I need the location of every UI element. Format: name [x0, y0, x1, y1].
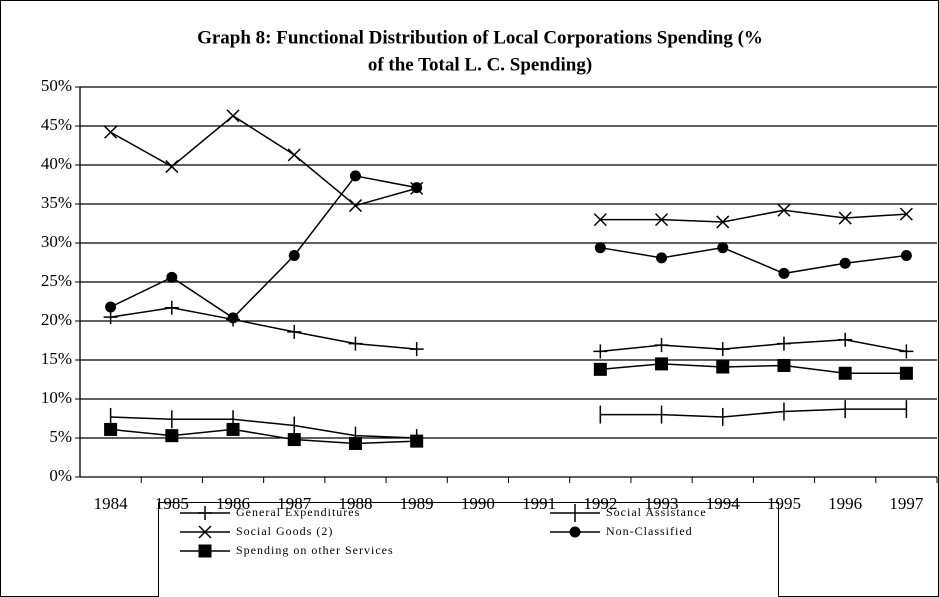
marker — [778, 267, 790, 279]
marker — [348, 199, 362, 213]
marker — [656, 252, 668, 264]
marker — [198, 544, 212, 558]
y-tick-label: 50% — [41, 76, 72, 95]
marker — [594, 242, 606, 254]
marker — [655, 357, 669, 371]
x-tick-label: 1989 — [400, 494, 434, 513]
marker — [777, 358, 791, 372]
marker — [838, 211, 852, 225]
y-tick-label: 35% — [41, 193, 72, 212]
y-tick-label: 5% — [49, 427, 72, 446]
x-tick-label: 1995 — [767, 494, 801, 513]
y-tick-label: 0% — [49, 466, 72, 485]
marker — [410, 434, 424, 448]
x-tick-label: 1988 — [338, 494, 372, 513]
legend — [158, 502, 779, 597]
y-tick-label: 10% — [41, 388, 72, 407]
marker — [287, 324, 302, 339]
marker — [348, 436, 362, 450]
x-tick-label: 1986 — [216, 494, 250, 513]
x-tick-label: 1990 — [461, 494, 495, 513]
chart-title: Graph 8: Functional Distribution of Loca… — [197, 27, 763, 48]
marker — [838, 366, 852, 380]
marker — [838, 332, 853, 347]
marker — [899, 366, 913, 380]
marker — [288, 249, 300, 261]
marker — [593, 344, 608, 359]
marker — [165, 160, 179, 174]
x-tick-label: 1993 — [645, 494, 679, 513]
y-tick-label: 45% — [41, 115, 72, 134]
legend-label: Spending on other Services — [236, 543, 394, 557]
y-tick-label: 30% — [41, 232, 72, 251]
marker — [716, 215, 730, 229]
marker — [411, 182, 423, 194]
marker — [409, 342, 424, 357]
marker — [839, 257, 851, 269]
marker — [593, 362, 607, 376]
legend-label: Non-Classified — [606, 524, 693, 538]
marker — [569, 526, 581, 538]
y-tick-label: 25% — [41, 271, 72, 290]
legend-label: Social Assistance — [606, 505, 707, 519]
marker — [717, 242, 729, 254]
x-tick-label: 1992 — [583, 494, 617, 513]
marker — [899, 207, 913, 221]
marker — [348, 336, 363, 351]
marker — [776, 336, 791, 351]
legend-label: Social Goods (2) — [236, 524, 333, 538]
marker — [899, 344, 914, 359]
marker — [287, 433, 301, 447]
y-tick-label: 20% — [41, 310, 72, 329]
x-tick-label: 1997 — [889, 494, 924, 513]
marker — [226, 422, 240, 436]
x-tick-label: 1987 — [277, 494, 312, 513]
marker — [716, 360, 730, 374]
x-tick-label: 1994 — [706, 494, 741, 513]
marker — [104, 125, 118, 139]
marker — [287, 148, 301, 162]
series-line — [110, 306, 907, 353]
y-tick-label: 15% — [41, 349, 72, 368]
marker — [593, 213, 607, 227]
y-tick-label: 40% — [41, 154, 72, 173]
marker — [165, 429, 179, 443]
marker — [227, 312, 239, 324]
marker — [166, 271, 178, 283]
marker — [715, 342, 730, 357]
marker — [198, 506, 212, 520]
marker — [654, 338, 669, 353]
series-line — [110, 175, 907, 319]
marker — [900, 249, 912, 261]
x-tick-label: 1985 — [155, 494, 189, 513]
x-tick-label: 1996 — [828, 494, 862, 513]
marker — [655, 213, 669, 227]
marker — [349, 170, 361, 182]
series-line — [110, 363, 907, 445]
marker — [104, 422, 118, 436]
marker — [777, 203, 791, 217]
chart-title: of the Total L. C. Spending) — [368, 54, 592, 75]
marker — [198, 525, 212, 539]
marker — [164, 300, 179, 315]
marker — [226, 109, 240, 123]
series-line — [110, 408, 907, 439]
series-line — [110, 114, 907, 223]
x-tick-label: 1984 — [94, 494, 129, 513]
legend-label: General Expenditures — [236, 505, 360, 519]
marker — [105, 301, 117, 313]
x-tick-label: 1991 — [522, 494, 556, 513]
